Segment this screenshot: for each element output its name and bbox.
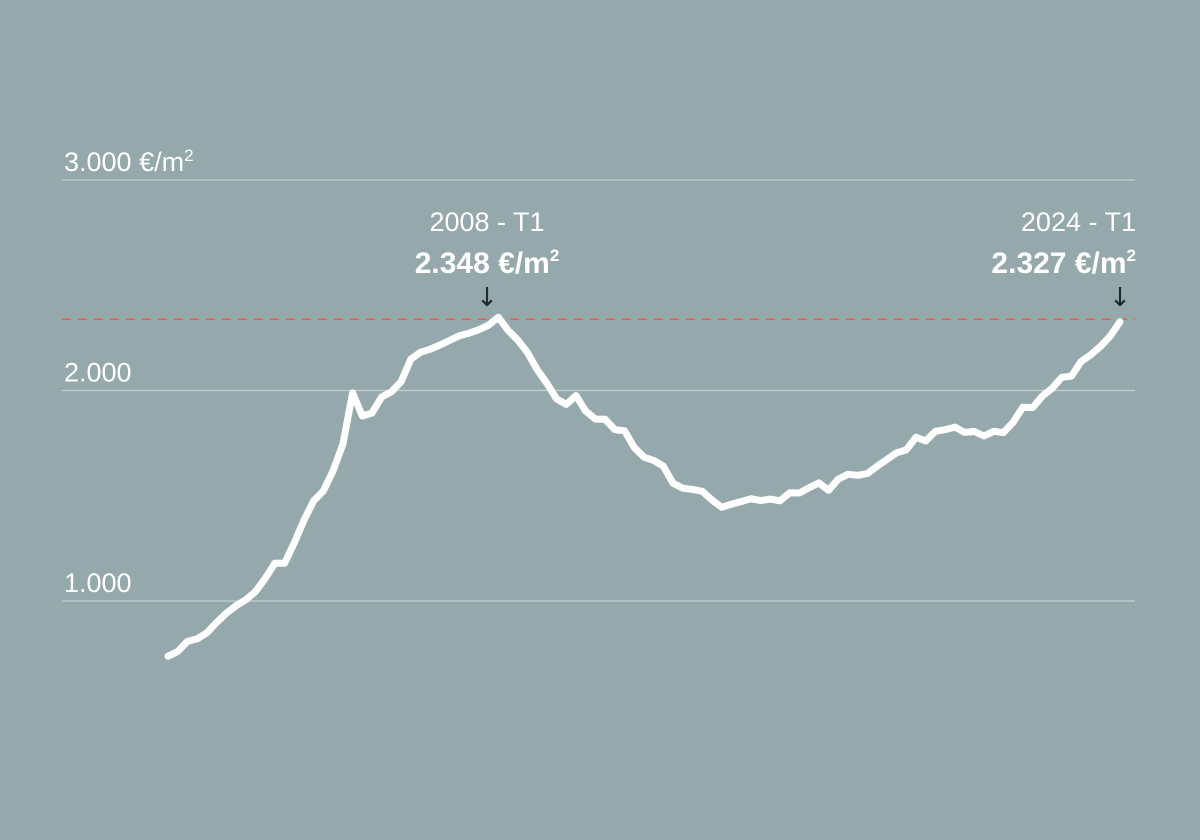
- annotation-arrow-icon: ↓: [476, 283, 498, 313]
- annotation-arrow-icon: ↓: [1109, 283, 1131, 313]
- y-axis-tick-labels: 1.000 2.000 3.000 €/m2: [64, 146, 194, 598]
- annotation-value: 2.327 €/m2: [991, 246, 1136, 280]
- y-tick-label: 2.000: [64, 358, 132, 388]
- y-tick-label: 3.000 €/m2: [64, 146, 194, 177]
- annotation-period: 2024 - T1: [1021, 207, 1136, 237]
- y-tick-label: 1.000: [64, 568, 132, 598]
- gridlines: [62, 179, 1135, 602]
- series-layer: [164, 313, 1124, 660]
- annotations-layer: 2008 - T12.348 €/m2↓2024 - T12.327 €/m2↓: [415, 207, 1136, 313]
- annotation-period: 2008 - T1: [429, 207, 544, 237]
- series-line: [164, 313, 1124, 660]
- annotation-value: 2.348 €/m2: [415, 246, 560, 280]
